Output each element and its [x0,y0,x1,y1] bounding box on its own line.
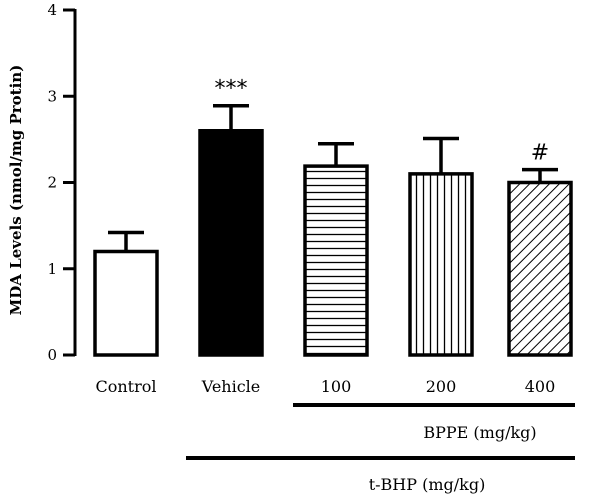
y-tick-label: 1 [47,260,57,278]
group-brackets: BPPE (mg/kg) t-BHP (mg/kg) [186,403,575,494]
y-tick-label: 0 [47,346,57,364]
y-tick-label: 4 [47,1,57,19]
bar-100 [303,164,369,357]
bar-Control [93,249,159,357]
category-label: Vehicle [201,377,261,396]
category-labels: Control Vehicle 100 200 400 [95,377,555,396]
category-label: 100 [321,377,352,396]
bar-400 [507,180,573,357]
group-label: t-BHP (mg/kg) [369,475,486,494]
significance-annotation: *** [215,77,248,102]
bar-Vehicle [198,129,264,357]
category-label: 200 [426,377,457,396]
group-label: BPPE (mg/kg) [423,423,536,442]
significance-annotation: # [531,141,549,166]
y-axis-label: MDA Levels (nmol/mg Protin) [7,65,25,316]
y-tick-label: 2 [47,174,57,192]
bar-200 [408,172,474,357]
category-label: 400 [525,377,556,396]
axes: 0 1 2 3 4 [47,1,77,364]
y-tick-label: 3 [47,87,57,105]
bars: *** # [93,77,573,357]
category-label: Control [95,377,156,396]
